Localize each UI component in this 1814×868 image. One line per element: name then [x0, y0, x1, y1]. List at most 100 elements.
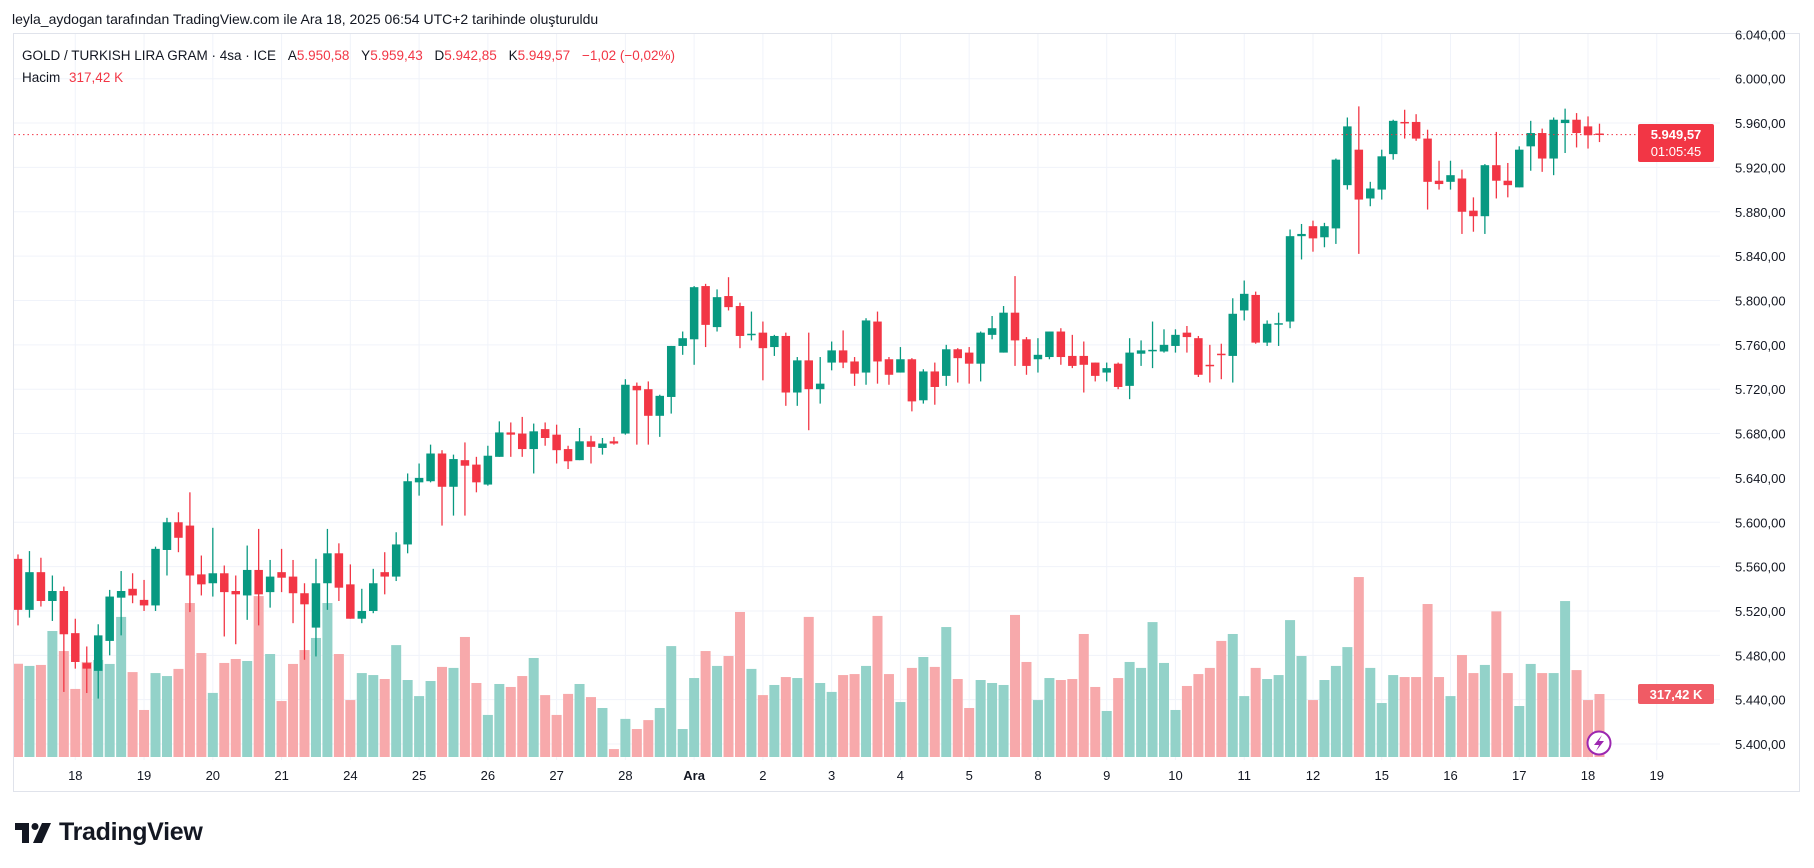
candle-body — [1308, 226, 1318, 239]
tradingview-logo-text: TradingView — [59, 818, 203, 846]
candle-body — [942, 349, 951, 376]
price-axis-tick: 5.880,00 — [1735, 205, 1786, 220]
volume-bar — [895, 702, 906, 757]
candle-body — [873, 321, 882, 362]
volume-bar — [333, 654, 344, 757]
candle-body — [1022, 339, 1031, 366]
volume-bar — [1468, 673, 1479, 757]
time-axis-tick: 18 — [68, 768, 82, 783]
candle-body — [964, 352, 974, 364]
lightning-icon[interactable] — [1586, 730, 1612, 756]
candle-body — [1411, 121, 1421, 139]
symbol-title[interactable]: GOLD / TURKISH LIRA GRAM · 4sa · ICE — [22, 48, 277, 63]
volume-bar — [1285, 620, 1296, 757]
volume-bar — [47, 631, 58, 757]
volume-bar — [826, 691, 837, 757]
volume-bar — [654, 707, 665, 757]
candle-body — [999, 312, 1008, 353]
candle-body — [804, 360, 813, 390]
volume-bar — [1399, 677, 1410, 757]
candle-body — [36, 572, 46, 601]
legend-ohlc-row: GOLD / TURKISH LIRA GRAM · 4sa · ICE A 5.… — [22, 45, 675, 67]
candle-body — [1136, 350, 1146, 354]
volume-bar — [1136, 667, 1147, 757]
candle-body — [220, 573, 229, 593]
candle-body — [1239, 293, 1249, 311]
candle-body — [563, 449, 573, 462]
candle-body — [529, 431, 538, 450]
candle-body — [1148, 349, 1157, 352]
candle-body — [666, 345, 676, 397]
volume-value: 317,42 K — [69, 70, 124, 85]
candle-body — [930, 371, 940, 387]
volume-bar — [929, 666, 940, 757]
candle-body — [793, 360, 802, 393]
time-axis-tick: 19 — [137, 768, 151, 783]
change-value: −1,02 (−0,02%) — [581, 48, 676, 63]
candle-body — [770, 335, 779, 348]
low-value: 5.942,85 — [444, 48, 497, 63]
volume-bar — [1090, 686, 1101, 757]
volume-bar — [700, 651, 711, 757]
grid-lines — [14, 34, 1720, 760]
volume-bar — [872, 615, 883, 757]
price-axis-tick: 5.600,00 — [1735, 515, 1786, 530]
candle-body — [506, 432, 516, 435]
volume-bar — [93, 659, 104, 757]
candle-body — [1377, 156, 1386, 190]
volume-bar — [1067, 679, 1078, 757]
candle-body — [1171, 334, 1180, 346]
candle-body — [460, 460, 470, 466]
price-axis-tick: 5.840,00 — [1735, 249, 1786, 264]
volume-bar — [551, 714, 562, 757]
volume-bar — [689, 678, 700, 757]
candle-body — [1446, 175, 1455, 182]
price-candles — [14, 106, 1604, 699]
volume-bar — [1101, 710, 1112, 757]
candle-body — [884, 359, 894, 375]
candle-body — [1549, 119, 1558, 159]
time-axis-tick: 19 — [1650, 768, 1664, 783]
last-price-tag: 5.949,57 01:05:45 — [1638, 124, 1714, 162]
candle-body — [437, 453, 447, 487]
volume-bar — [139, 709, 150, 757]
volume-bar — [1193, 674, 1204, 757]
volume-bar — [1456, 655, 1467, 757]
candle-body — [208, 573, 218, 584]
low-label: D — [434, 48, 445, 63]
volume-bar — [952, 679, 963, 757]
candle-body — [1388, 120, 1398, 155]
time-axis: 18 19 20 21 24 25 26 27 28 Ara 2 3 4 5 8 9 10 11 12 15 16 17 1… — [68, 768, 1664, 783]
volume-label[interactable]: Hacim — [22, 70, 61, 85]
open-label: A — [287, 48, 297, 63]
time-axis-tick: 3 — [828, 768, 835, 783]
high-label: Y — [361, 48, 371, 63]
time-axis-tick: 5 — [966, 768, 973, 783]
candle-body — [48, 591, 57, 601]
time-axis-tick: 4 — [897, 768, 904, 783]
volume-bar — [1422, 604, 1433, 757]
candle-body — [242, 569, 252, 596]
candle-body — [403, 481, 412, 545]
time-axis-tick: 16 — [1443, 768, 1457, 783]
volume-bar — [1262, 679, 1273, 757]
volume-bar — [666, 646, 677, 757]
candle-body — [151, 548, 160, 606]
high-value: 5.959,43 — [370, 48, 423, 63]
volume-bar — [265, 654, 276, 757]
chart-legend: GOLD / TURKISH LIRA GRAM · 4sa · ICE A 5.… — [22, 45, 675, 89]
tradingview-logo[interactable]: TradingView — [15, 818, 203, 847]
volume-bar — [437, 666, 448, 757]
volume-bar — [757, 695, 768, 757]
volume-bar — [1307, 700, 1318, 757]
volume-bar — [161, 676, 172, 757]
candle-body — [1182, 332, 1192, 338]
candle-body — [1010, 312, 1020, 341]
volume-bar — [276, 701, 287, 757]
candle-body — [25, 572, 34, 610]
volume-bar — [471, 682, 482, 757]
price-axis-tick: 5.760,00 — [1735, 338, 1786, 353]
candle-body — [1560, 119, 1570, 124]
candle-body — [586, 441, 596, 447]
